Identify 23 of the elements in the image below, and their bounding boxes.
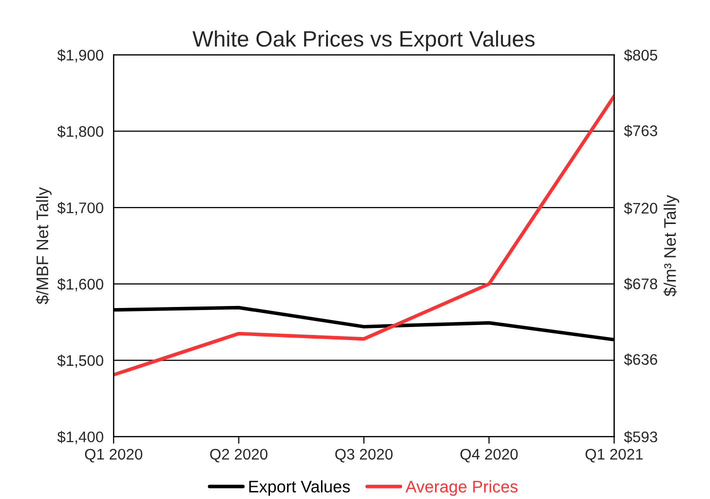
y-tick-label: $1,500	[57, 354, 104, 368]
legend-label: Export Values	[249, 480, 350, 496]
y2-tick-label: $805	[624, 49, 658, 62]
y2-tick-label: $636	[624, 353, 658, 366]
y2-tick-label: $720	[624, 202, 658, 215]
chart-title: White Oak Prices vs Export Values	[192, 30, 535, 52]
x-tick-label: Q4 2020	[460, 448, 518, 462]
x-tick-label: Q1 2020	[85, 448, 142, 462]
y2-tick-label: $593	[624, 430, 658, 444]
legend-label: Average Prices	[405, 480, 518, 496]
x-tick-label: Q1 2021	[586, 448, 643, 462]
y-tick-label: $1,700	[57, 202, 104, 216]
line-series	[114, 94, 614, 377]
y2-tick-label: $763	[624, 124, 658, 138]
y-tick-label: $1,400	[57, 430, 104, 444]
x-tick-label: Q2 2020	[210, 448, 268, 462]
x-tick-label: Q3 2020	[335, 448, 393, 462]
y-tick-label: $1,600	[57, 278, 104, 292]
y-tick-label: $1,900	[57, 49, 104, 62]
y2-axis-title: $/m³ Net Tally	[663, 195, 680, 296]
y2-tick-label: $678	[624, 278, 658, 290]
y-tick-label: $1,800	[57, 125, 104, 139]
y-axis-title: $/MBF Net Tally	[36, 187, 52, 304]
